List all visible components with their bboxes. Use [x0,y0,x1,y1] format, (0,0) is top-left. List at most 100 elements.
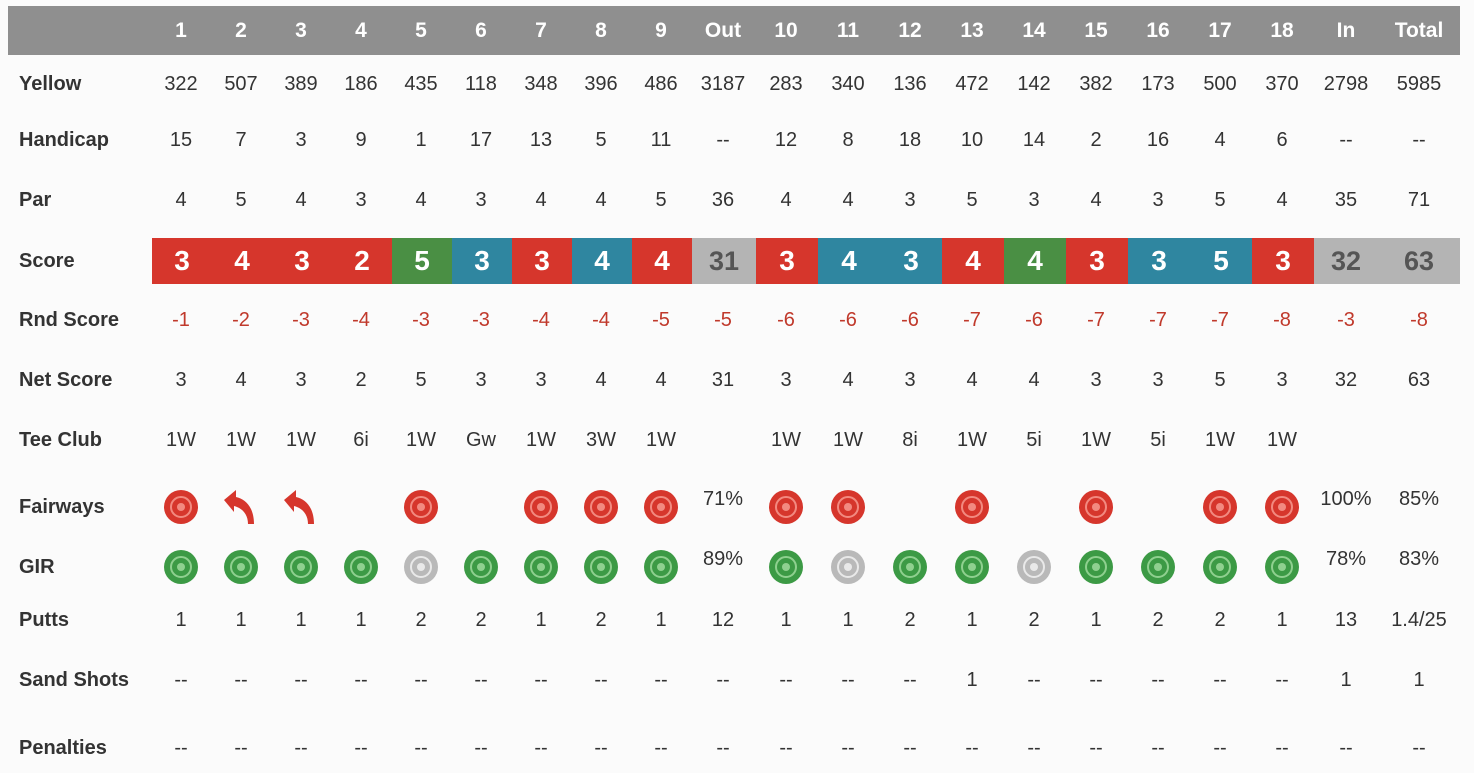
sand-shots-cell: 1 [1413,668,1425,691]
net-score-cell: 3 [535,368,547,391]
putts-cell: 2 [904,608,916,631]
target-red-icon [584,490,618,524]
tee-club-cell [693,415,753,465]
penalties-cell: -- [965,736,979,759]
header-cell: 7 [535,18,547,42]
net-score-cell: 32 [1334,368,1358,391]
net-score-cell: 63 [1407,368,1431,391]
target-grey-icon [1017,550,1051,584]
penalties-row: Penalties -- -- -- -- -- -- -- -- -- -- -- -- -- -- -- -… [8,723,1460,773]
rnd-score-cell: -4 [592,308,610,331]
handicap-cell: 15 [169,128,193,151]
net-score-cell: 3 [780,368,792,391]
sand-shots-cell: -- [594,668,608,691]
score-cell: 2 [332,238,392,284]
header-row: 1 2 3 4 5 6 7 8 9 Out 10 11 12 13 14 15 16 17 18 In Total [8,6,1460,55]
gir-cell [1190,542,1250,592]
handicap-cell: 8 [842,128,854,151]
target-grey-icon [831,550,865,584]
tee-club-row: Tee Club 1W 1W 1W 6i 1W Gw 1W 3W 1W 1W 1W 8i 1W 5i 1W 5i… [8,415,1460,465]
net-score-cell: 4 [655,368,667,391]
tee-club-cell: 6i [353,428,369,451]
yellow-cell: 340 [831,72,865,95]
putts-cell: 1 [175,608,187,631]
par-cell: 5 [966,188,978,211]
target-green-icon [344,550,378,584]
score-cell: 4 [818,238,880,284]
rnd-score-cell: -7 [963,308,981,331]
net-score-cell: 3 [475,368,487,391]
penalties-cell: -- [174,736,188,759]
yellow-cell: 382 [1079,72,1113,95]
tee-club-cell: 1W [646,428,676,451]
target-green-icon [1141,550,1175,584]
penalties-cell: -- [534,736,548,759]
rnd-score-cell: -8 [1410,308,1428,331]
target-green-icon [1079,550,1113,584]
score-cell: 5 [1190,238,1252,284]
tee-club-cell: 1W [771,428,801,451]
rnd-score-cell: -3 [412,308,430,331]
miss-left-arrow-icon [284,490,314,524]
gir-cell: 83% [1398,548,1440,570]
header-cell: 14 [1022,18,1046,42]
gir-cell [571,542,631,592]
row-label: GIR [19,555,55,578]
sand-shots-cell: -- [779,668,793,691]
fairways-cell [271,482,331,532]
fairways-cell [391,482,451,532]
rnd-score-cell: -5 [652,308,670,331]
score-cell: 3 [1128,238,1190,284]
yellow-cell: 486 [644,72,678,95]
header-cell: 6 [475,18,487,42]
rnd-score-row: Rnd Score -1 -2 -3 -4 -3 -3 -4 -4 -5 -5 -6 -6 -6 -7 -6 -… [8,295,1460,345]
miss-left-arrow-icon [224,490,254,524]
handicap-row: Handicap 15 7 3 9 1 17 13 5 11 -- 12 8 18 10 14 2 16 4 6 -- -… [8,115,1460,165]
putts-cell: 1 [966,608,978,631]
header-cell: 17 [1208,18,1232,42]
handicap-cell: 7 [235,128,247,151]
score-cell: 32 [1314,238,1378,284]
score-cell: 3 [452,238,512,284]
par-cell: 5 [655,188,667,211]
target-red-icon [955,490,989,524]
score-cell: 4 [1004,238,1066,284]
par-cell: 3 [355,188,367,211]
yellow-cell: 396 [584,72,618,95]
target-green-icon [1265,550,1299,584]
target-green-icon [164,550,198,584]
score-cell: 5 [392,238,452,284]
putts-cell: 1 [780,608,792,631]
yellow-cell: 2798 [1323,72,1369,95]
par-cell: 4 [1090,188,1102,211]
penalties-cell: -- [414,736,428,759]
row-label: Penalties [19,736,107,759]
sand-shots-cell: -- [414,668,428,691]
header-cell: 18 [1270,18,1294,42]
target-green-icon [893,550,927,584]
target-green-icon [464,550,498,584]
row-label: Score [19,249,75,272]
putts-cell: 1.4/25 [1391,608,1447,631]
score-cell: 4 [942,238,1004,284]
gir-row: GIR 89% 78% 83% [8,542,1460,592]
score-cell: 31 [692,238,756,284]
target-red-icon [644,490,678,524]
gir-cell [391,542,451,592]
net-score-row: Net Score 3 4 3 2 5 3 3 4 4 31 3 4 3 4 4 3 3 5 3 32 63 [8,355,1460,405]
gir-cell [756,542,816,592]
fairways-cell [151,482,211,532]
handicap-cell: 1 [415,128,427,151]
header-cell: 3 [295,18,307,42]
rnd-score-cell: -7 [1087,308,1105,331]
yellow-cell: 348 [524,72,558,95]
tee-club-cell: 1W [526,428,556,451]
putts-cell: 2 [1214,608,1226,631]
par-cell: 4 [175,188,187,211]
handicap-cell: 12 [774,128,798,151]
par-cell: 5 [235,188,247,211]
rnd-score-cell: -6 [1025,308,1043,331]
par-cell: 4 [595,188,607,211]
tee-club-cell: 1W [166,428,196,451]
tee-club-cell [1389,415,1449,465]
